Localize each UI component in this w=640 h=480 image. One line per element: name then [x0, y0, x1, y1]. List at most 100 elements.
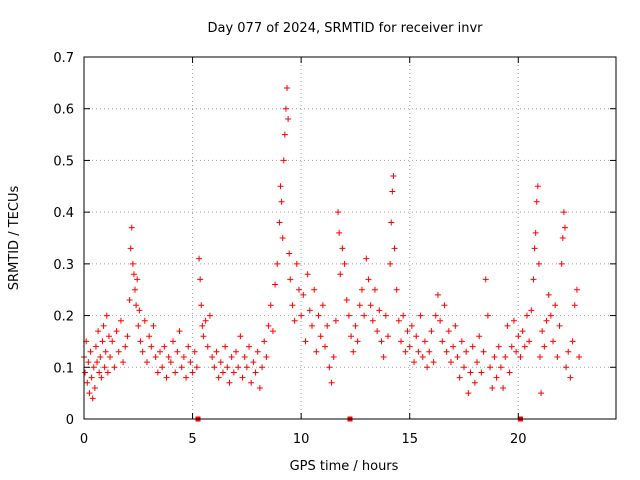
data-point	[484, 312, 491, 319]
data-point	[350, 348, 357, 355]
data-point	[461, 364, 467, 371]
data-point	[167, 359, 174, 366]
data-point	[233, 348, 239, 355]
data-point	[465, 390, 472, 397]
data-point	[267, 302, 274, 309]
data-point	[104, 369, 111, 376]
data-point	[197, 276, 204, 283]
data-point	[226, 379, 233, 386]
data-point	[196, 255, 203, 262]
data-point	[535, 260, 542, 267]
data-point	[146, 333, 153, 340]
y-tick-label: 0.5	[53, 154, 74, 169]
data-point	[274, 260, 281, 267]
y-tick-label: 0.2	[53, 310, 74, 325]
data-point	[87, 348, 94, 355]
data-point	[159, 364, 166, 371]
data-point	[137, 338, 144, 345]
data-point	[170, 338, 177, 345]
data-point	[328, 379, 335, 386]
data-point	[395, 317, 402, 324]
data-point	[88, 374, 95, 381]
data-point	[295, 286, 302, 293]
data-point	[345, 312, 352, 319]
data-point	[107, 353, 114, 360]
data-point	[285, 116, 292, 123]
data-point	[556, 322, 563, 329]
data-point	[84, 379, 91, 386]
data-point	[458, 338, 465, 345]
data-point	[576, 353, 583, 360]
data-point	[413, 333, 420, 340]
data-point	[97, 353, 104, 360]
data-point	[313, 348, 320, 355]
data-point	[102, 348, 109, 355]
data-point	[521, 343, 528, 350]
data-point	[515, 333, 522, 340]
data-point	[298, 312, 305, 319]
data-point	[163, 374, 170, 381]
data-point	[109, 338, 116, 345]
data-point	[530, 276, 537, 283]
data-point	[134, 276, 141, 283]
data-point	[361, 312, 368, 319]
data-point	[482, 276, 489, 283]
data-point	[358, 286, 365, 293]
data-point	[380, 353, 387, 360]
data-point	[189, 369, 196, 376]
data-point	[467, 369, 474, 376]
data-point	[239, 374, 246, 381]
data-point	[300, 291, 307, 298]
data-point	[202, 317, 209, 324]
data-point	[185, 343, 192, 350]
data-point	[311, 286, 318, 293]
data-point	[99, 338, 106, 345]
data-point	[443, 348, 450, 355]
data-point	[456, 374, 463, 381]
data-point	[259, 364, 266, 371]
data-point	[428, 328, 435, 335]
data-point	[120, 359, 127, 366]
data-point	[335, 209, 342, 216]
chart-title: Day 077 of 2024, SRMTID for receiver inv…	[207, 21, 483, 36]
data-point	[393, 286, 400, 293]
data-point	[317, 333, 324, 340]
data-point	[352, 322, 359, 329]
data-point	[480, 348, 487, 355]
data-point	[235, 364, 242, 371]
data-point	[363, 255, 370, 262]
y-tick-label: 0.6	[53, 103, 74, 118]
data-point	[263, 353, 270, 360]
data-point	[508, 343, 515, 350]
data-point	[246, 343, 253, 350]
data-point	[280, 157, 287, 164]
data-point	[332, 317, 339, 324]
grid	[84, 57, 616, 419]
data-point	[426, 348, 433, 355]
data-point	[441, 302, 448, 309]
data-point	[150, 322, 157, 329]
data-point	[269, 328, 276, 335]
data-point	[250, 359, 257, 366]
data-point	[111, 364, 118, 371]
data-point	[241, 353, 248, 360]
data-point	[157, 348, 163, 355]
data-point	[531, 245, 538, 252]
data-point	[302, 338, 309, 345]
data-point	[569, 338, 576, 345]
x-axis-label: GPS time / hours	[290, 459, 399, 474]
data-point	[130, 271, 137, 278]
data-point	[291, 317, 298, 324]
x-tick-label: 20	[510, 432, 527, 447]
data-point	[187, 359, 194, 366]
data-point	[538, 390, 545, 397]
data-point	[341, 260, 348, 267]
data-point	[228, 353, 235, 360]
data-point	[92, 343, 99, 350]
data-point	[94, 359, 101, 366]
data-point	[390, 172, 397, 179]
data-point	[100, 322, 107, 329]
plot-frame	[83, 56, 617, 420]
data-point	[563, 364, 570, 371]
data-point	[491, 353, 498, 360]
